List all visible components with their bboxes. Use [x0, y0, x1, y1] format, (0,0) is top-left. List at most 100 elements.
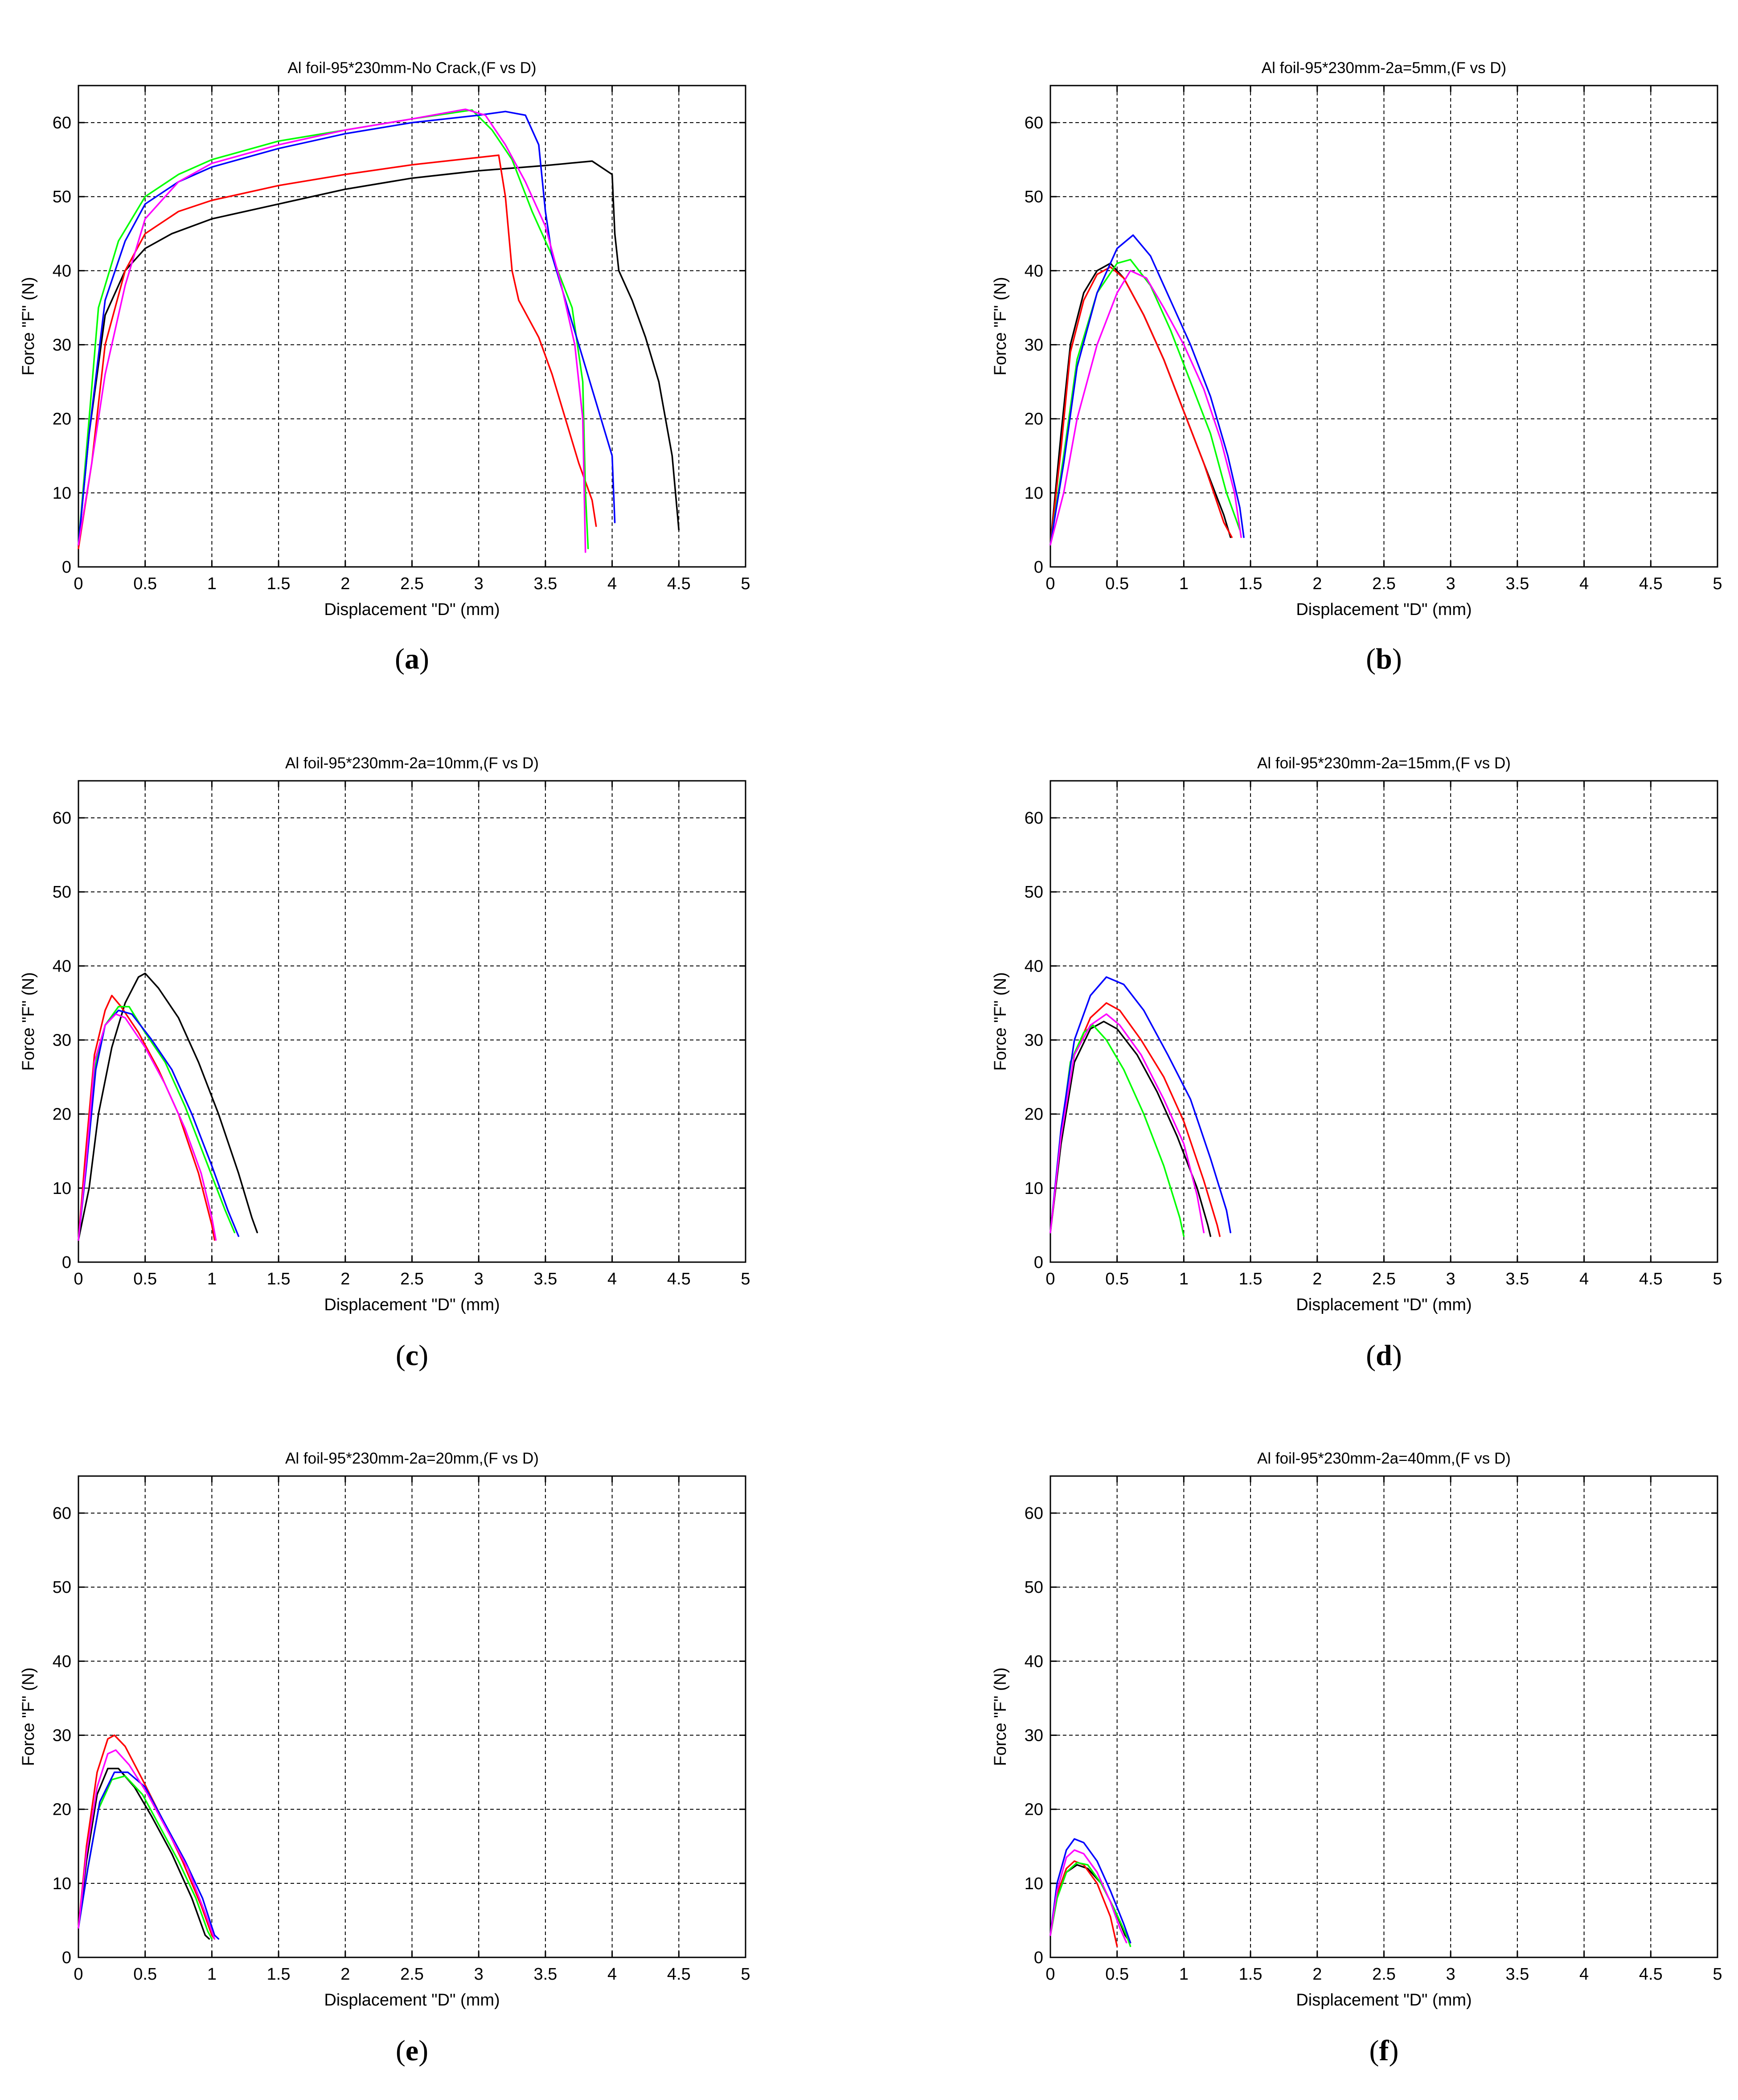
caption-letter: b [1376, 643, 1392, 675]
series-line-specimen-1 [1049, 262, 1231, 546]
caption-letter: e [406, 2034, 418, 2067]
x-tick-label: 0.5 [1105, 574, 1129, 593]
x-tick-label: 1.5 [267, 1965, 291, 1984]
y-tick-label: 50 [1025, 1578, 1043, 1597]
y-tick-label: 60 [1025, 114, 1043, 132]
y-tick-label: 20 [53, 1801, 71, 1819]
x-tick-label: 1 [207, 1270, 217, 1288]
x-axis-label: Displacement "D" (mm) [1296, 600, 1472, 619]
y-tick-label: 0 [1034, 558, 1043, 577]
panel-caption: (e) [396, 2034, 428, 2067]
x-tick-label: 5 [1713, 1965, 1722, 1984]
chart-panel-a: Al foil-95*230mm-No Crack,(F vs D) 0 0.5 1 1… [19, 59, 750, 675]
x-tick-label: 0 [1045, 1270, 1055, 1288]
y-tick-label: 40 [1025, 957, 1043, 976]
caption-paren: ( [396, 1339, 406, 1372]
x-tick-label: 3.5 [533, 1270, 557, 1288]
series-line-specimen-4 [1049, 234, 1245, 546]
x-tick-label: 0 [1045, 1965, 1055, 1984]
chart-panel-c: Al foil-95*230mm-2a=10mm,(F vs D) 0 0.5 1 1.… [19, 755, 750, 1372]
chart-panel-f: Al foil-95*230mm-2a=40mm,(F vs D) 0 0.5 1 1.… [991, 1450, 1722, 2067]
x-tick-label: 1 [1179, 1270, 1189, 1288]
y-tick-label: 60 [53, 809, 71, 828]
series-line-specimen-5 [1049, 1013, 1205, 1234]
x-tick-label: 2.5 [1372, 574, 1396, 593]
x-tick-label: 2 [340, 574, 350, 593]
series-line-specimen-1 [78, 1768, 210, 1940]
y-tick-label: 50 [53, 883, 71, 902]
y-axis-label: Force "F" (N) [19, 972, 38, 1071]
x-tick-label: 3 [474, 1270, 484, 1288]
series-line-specimen-3 [1049, 258, 1241, 546]
x-tick-label: 5 [741, 1965, 750, 1984]
caption-paren: ) [418, 2034, 428, 2067]
series-line-specimen-4 [1049, 1838, 1131, 1944]
caption-letter: c [406, 1339, 418, 1372]
x-tick-label: 1.5 [267, 574, 291, 593]
x-tick-label: 0 [1045, 574, 1055, 593]
x-tick-label: 4.5 [667, 1270, 691, 1288]
chart-title: Al foil-95*230mm-2a=10mm,(F vs D) [285, 755, 539, 772]
x-tick-label: 3.5 [1505, 1270, 1529, 1288]
series-line-specimen-2 [78, 1734, 216, 1940]
series-line-specimen-4 [1049, 976, 1231, 1234]
x-tick-label: 3 [1446, 574, 1455, 593]
x-tick-label: 0 [74, 1270, 83, 1288]
x-tick-label: 1 [1179, 574, 1189, 593]
caption-paren: ( [1366, 1339, 1376, 1372]
caption-paren: ( [395, 643, 405, 675]
x-tick-label: 2.5 [1372, 1270, 1396, 1288]
x-tick-label: 0 [74, 1965, 83, 1984]
x-tick-label: 3 [1446, 1270, 1455, 1288]
y-tick-label: 10 [53, 484, 71, 503]
series-line-specimen-1 [78, 972, 258, 1241]
series-line-specimen-5 [1049, 1849, 1127, 1944]
chart-panel-d: Al foil-95*230mm-2a=15mm,(F vs D) 0 0.5 1 1.… [991, 755, 1722, 1372]
series-line-specimen-1 [1049, 1021, 1212, 1237]
y-tick-label: 30 [53, 1031, 71, 1050]
x-tick-label: 1 [207, 574, 217, 593]
x-tick-label: 3.5 [1505, 574, 1529, 593]
chart-panel-b: Al foil-95*230mm-2a=5mm,(F vs D) 0 0.5 1 1.5… [991, 59, 1722, 675]
y-tick-label: 60 [53, 114, 71, 132]
x-tick-label: 3.5 [533, 574, 557, 593]
caption-paren: ( [396, 2034, 406, 2067]
y-tick-label: 20 [1025, 1105, 1043, 1124]
x-tick-label: 4.5 [1639, 574, 1663, 593]
x-tick-label: 0.5 [1105, 1965, 1129, 1984]
series-line-specimen-3 [1049, 1862, 1131, 1947]
x-tick-label: 1.5 [267, 1270, 291, 1288]
y-tick-label: 60 [53, 1504, 71, 1523]
y-tick-label: 0 [62, 1253, 71, 1272]
series-line-specimen-4 [78, 1009, 240, 1241]
y-tick-label: 10 [1025, 1874, 1043, 1893]
caption-paren: ) [1389, 2034, 1398, 2067]
y-tick-label: 60 [1025, 809, 1043, 828]
x-axis-label: Displacement "D" (mm) [324, 1991, 500, 2010]
x-tick-label: 1 [1179, 1965, 1189, 1984]
y-tick-label: 20 [1025, 410, 1043, 429]
y-tick-label: 60 [1025, 1504, 1043, 1523]
x-tick-label: 2.5 [1372, 1965, 1396, 1984]
y-tick-label: 50 [53, 1578, 71, 1597]
x-tick-label: 0.5 [133, 1965, 157, 1984]
y-tick-label: 0 [1034, 1253, 1043, 1272]
x-tick-label: 2 [340, 1270, 350, 1288]
x-tick-label: 2.5 [400, 1965, 424, 1984]
chart-title: Al foil-95*230mm-2a=5mm,(F vs D) [1262, 59, 1506, 77]
x-tick-label: 2 [1312, 1965, 1322, 1984]
x-tick-label: 3 [474, 574, 484, 593]
y-tick-label: 10 [1025, 484, 1043, 503]
caption-paren: ( [1369, 2034, 1379, 2067]
panel-caption: (b) [1366, 643, 1402, 675]
x-tick-label: 3.5 [1505, 1965, 1529, 1984]
panel-caption: (a) [395, 643, 429, 675]
x-tick-label: 5 [1713, 1270, 1722, 1288]
panel-caption: (c) [396, 1339, 428, 1372]
x-tick-label: 5 [1713, 574, 1722, 593]
x-tick-label: 1.5 [1239, 1965, 1263, 1984]
series-line-specimen-2 [78, 154, 597, 550]
x-axis-label: Displacement "D" (mm) [324, 1296, 500, 1314]
caption-letter: a [405, 643, 419, 675]
